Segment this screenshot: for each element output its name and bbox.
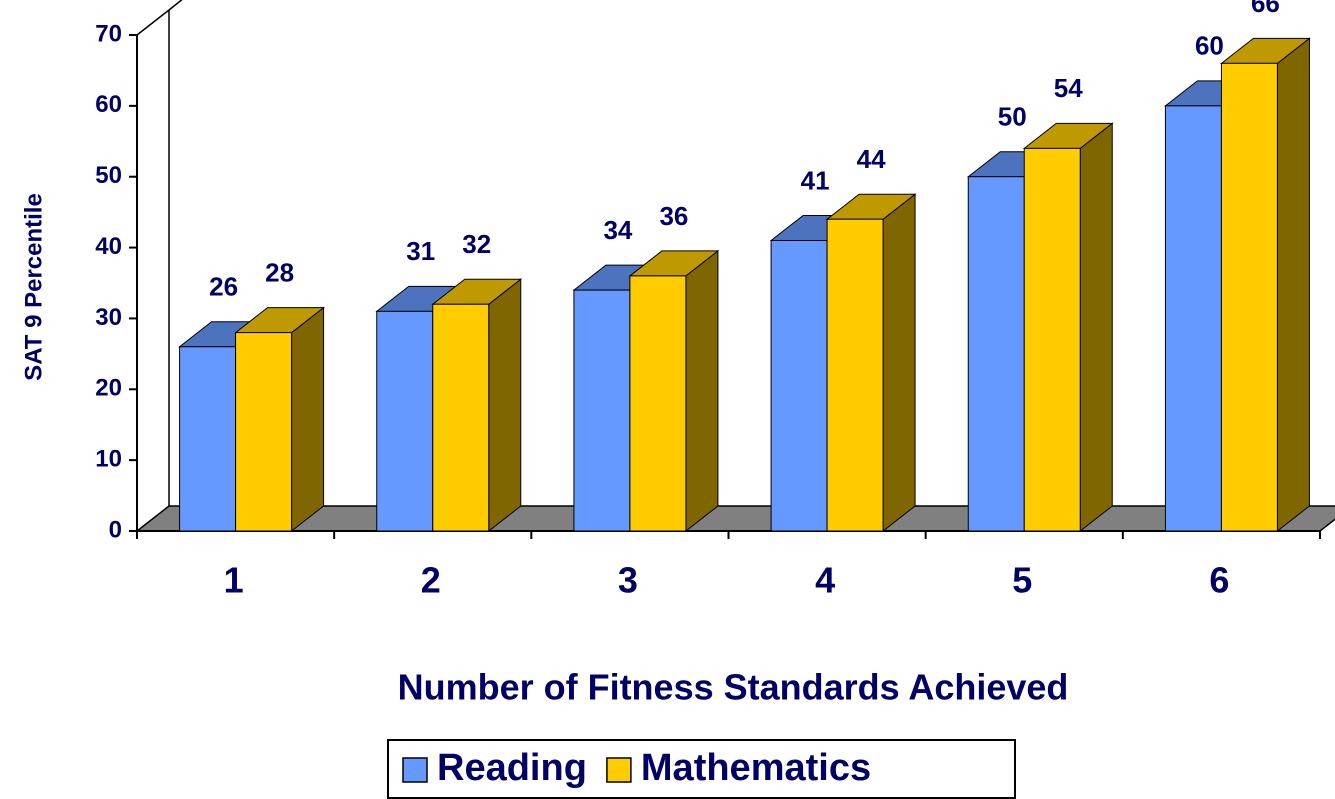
bar	[376, 310, 434, 532]
data-label: 31	[406, 236, 435, 266]
data-label: 28	[265, 257, 294, 287]
y-tick-label: 10	[95, 445, 122, 472]
x-tick-label: 5	[1012, 560, 1032, 601]
data-label: 66	[1251, 0, 1280, 18]
bar	[235, 332, 293, 532]
y-tick-label: 0	[109, 516, 122, 543]
y-tick-label: 50	[95, 162, 122, 189]
legend-box	[387, 739, 1016, 799]
bar	[179, 346, 237, 532]
y-tick-label: 70	[95, 20, 122, 47]
legend-swatch	[606, 757, 632, 783]
data-label: 26	[209, 272, 238, 302]
x-tick-label: 6	[1209, 560, 1229, 601]
bar-side	[882, 193, 916, 533]
y-tick-label: 40	[95, 233, 122, 260]
axis-depth	[136, 9, 170, 36]
bar	[629, 275, 687, 532]
legend-label: Mathematics	[641, 747, 871, 789]
y-tick-label: 60	[95, 91, 122, 118]
legend-label: Reading	[437, 747, 587, 789]
bar	[770, 239, 828, 532]
legend-swatch	[402, 757, 428, 783]
x-tick-label: 4	[815, 560, 835, 601]
bar	[967, 176, 1025, 532]
data-label: 60	[1195, 31, 1224, 61]
bar	[1220, 62, 1278, 532]
data-label: 50	[998, 102, 1027, 132]
bar-side	[685, 249, 719, 533]
bar	[432, 303, 490, 532]
bar	[1023, 147, 1081, 532]
y-tick-label: 20	[95, 375, 122, 402]
data-label: 32	[462, 229, 491, 259]
x-tick-label: 2	[421, 560, 441, 601]
bar-side	[488, 278, 522, 533]
bar-side	[291, 306, 325, 533]
back-wall-top	[168, 0, 183, 11]
bar-side	[1079, 122, 1113, 533]
x-tick-label: 1	[224, 560, 244, 601]
data-label: 54	[1054, 73, 1083, 103]
data-label: 41	[801, 165, 830, 195]
data-label: 44	[857, 144, 886, 174]
bar	[573, 289, 631, 532]
x-axis-title: Number of Fitness Standards Achieved	[398, 667, 1069, 708]
bar	[1164, 105, 1222, 532]
bar	[826, 218, 884, 532]
x-tick-label: 3	[618, 560, 638, 601]
bar-side	[1276, 37, 1310, 533]
y-tick-label: 30	[95, 304, 122, 331]
data-label: 34	[603, 215, 632, 245]
y-axis-title: SAT 9 Percentile	[20, 193, 47, 381]
data-label: 36	[659, 201, 688, 231]
